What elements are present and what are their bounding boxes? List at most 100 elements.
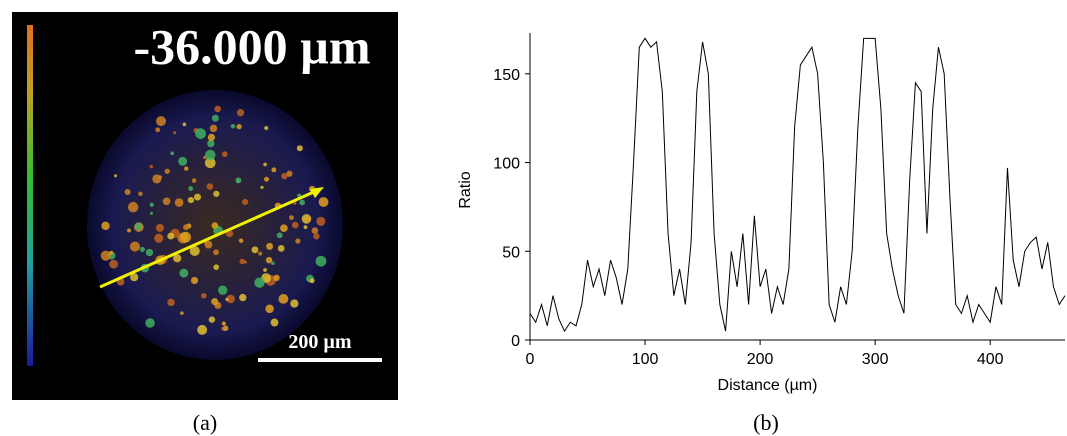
spot	[271, 167, 277, 173]
spot	[315, 255, 327, 267]
spot	[180, 231, 192, 243]
spot	[214, 105, 221, 113]
spot	[101, 221, 110, 231]
spot	[149, 211, 154, 215]
spot	[205, 149, 216, 161]
spot	[281, 172, 288, 180]
spot	[263, 268, 267, 272]
spot	[194, 193, 202, 201]
spot	[316, 216, 326, 226]
arrow-head	[310, 187, 324, 198]
x-tick-label: 100	[632, 351, 659, 368]
spot	[225, 297, 229, 301]
spot	[313, 233, 320, 240]
spot	[173, 254, 182, 263]
spot	[264, 125, 269, 131]
spot	[130, 273, 139, 282]
spot	[263, 162, 267, 167]
y-tick-label: 50	[502, 244, 520, 261]
spot	[299, 199, 305, 206]
spot	[189, 245, 200, 256]
spot	[277, 245, 285, 252]
spots	[100, 105, 329, 335]
colorbar	[27, 25, 33, 366]
spot	[155, 223, 164, 232]
spot	[145, 248, 154, 257]
spot	[265, 256, 273, 264]
spot	[164, 168, 170, 174]
spot	[190, 276, 199, 285]
spot	[154, 233, 164, 243]
spot	[184, 166, 189, 171]
spot	[191, 178, 197, 183]
spot	[221, 321, 226, 326]
spot	[270, 318, 279, 327]
spot	[134, 222, 143, 231]
spot	[138, 191, 143, 196]
spot	[187, 196, 195, 204]
spot	[170, 151, 175, 156]
spot	[286, 170, 293, 177]
x-tick-label: 400	[977, 351, 1004, 368]
scale-bar-label: 200 µm	[288, 331, 352, 353]
depth-label: -36.000 µm	[133, 18, 370, 74]
spot	[251, 246, 259, 254]
spot	[149, 164, 154, 169]
spot	[242, 198, 249, 206]
spot	[265, 304, 274, 314]
spot	[295, 238, 301, 244]
y-tick-label: 100	[493, 156, 520, 173]
spot	[162, 197, 171, 206]
x-axis-label: Distance (µm)	[718, 377, 818, 394]
data-line	[529, 37, 1066, 333]
spot	[236, 124, 242, 130]
spot	[139, 246, 145, 252]
spot	[179, 268, 189, 278]
x-tick-label: 300	[862, 351, 889, 368]
spot	[273, 274, 280, 281]
caption: (b)	[753, 410, 779, 435]
y-tick-label: 150	[493, 67, 520, 84]
spot	[291, 221, 299, 229]
spot	[289, 215, 294, 221]
spot	[180, 311, 184, 315]
spot	[306, 217, 311, 222]
spot	[203, 155, 207, 160]
spot	[222, 325, 229, 331]
spot	[127, 201, 139, 213]
spot	[109, 250, 114, 255]
spot	[209, 124, 218, 133]
spot	[318, 197, 329, 207]
spot	[206, 183, 214, 190]
spot	[254, 277, 265, 288]
spot	[211, 114, 219, 122]
spot	[303, 225, 308, 230]
y-axis-label: Ratio	[457, 171, 474, 208]
spot	[173, 131, 177, 135]
spot	[204, 157, 216, 169]
line-chart: 0 50 100 150 0 100 200 300 400 Distance (µm) Ratio…	[457, 33, 1066, 435]
spot	[197, 324, 208, 335]
spot	[266, 242, 274, 250]
spot	[309, 278, 315, 284]
x-tick-label: 0	[526, 351, 535, 368]
spot	[226, 294, 235, 304]
spot	[167, 232, 175, 240]
spot	[156, 116, 167, 127]
spot	[276, 232, 283, 239]
spot	[278, 293, 289, 304]
spot	[207, 139, 215, 148]
spot	[235, 177, 242, 184]
spot	[213, 249, 219, 256]
spot	[145, 318, 155, 328]
spot	[174, 198, 184, 207]
spot	[195, 128, 206, 139]
spot	[239, 293, 247, 302]
spot	[236, 108, 245, 117]
spot	[238, 238, 244, 243]
spot	[211, 298, 219, 306]
spot	[211, 222, 219, 229]
spot	[149, 202, 154, 207]
caption: (a)	[193, 410, 217, 435]
